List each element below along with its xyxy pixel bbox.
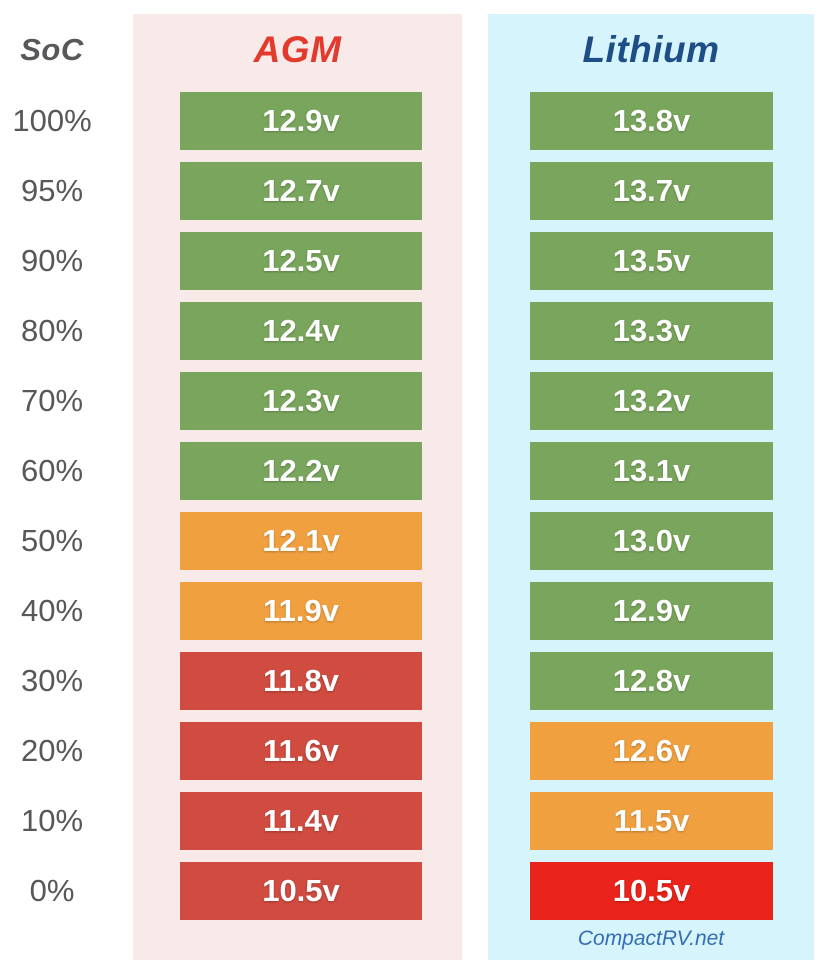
agm-column-header: AGM (253, 29, 342, 70)
soc-row-label: 30% (20, 663, 84, 698)
lithium-voltage-cell: 12.9v (530, 582, 773, 640)
soc-row-80: 80% 12.4v 13.3v (0, 302, 830, 360)
lithium-voltage-cell: 13.8v (530, 92, 773, 150)
lithium-voltage-cell: 13.5v (530, 232, 773, 290)
soc-row-50: 50% 12.1v 13.0v (0, 512, 830, 570)
agm-voltage-cell: 12.9v (180, 92, 422, 150)
agm-voltage-cell: 12.7v (180, 162, 422, 220)
lithium-voltage-cell: 13.3v (530, 302, 773, 360)
soc-row-90: 90% 12.5v 13.5v (0, 232, 830, 290)
agm-voltage-cell: 12.4v (180, 302, 422, 360)
lithium-column-header: Lithium (582, 29, 720, 70)
agm-voltage-cell: 12.2v (180, 442, 422, 500)
soc-row-label: 20% (20, 733, 84, 768)
lithium-voltage-cell: 12.8v (530, 652, 773, 710)
lithium-voltage-cell: 13.0v (530, 512, 773, 570)
soc-row-60: 60% 12.2v 13.1v (0, 442, 830, 500)
agm-voltage-cell: 12.1v (180, 512, 422, 570)
agm-voltage-cell: 11.9v (180, 582, 422, 640)
lithium-voltage-cell: 13.2v (530, 372, 773, 430)
soc-row-100: 100% 12.9v 13.8v (0, 92, 830, 150)
soc-row-label: 80% (20, 313, 84, 348)
agm-voltage-cell: 11.6v (180, 722, 422, 780)
agm-voltage-cell: 12.5v (180, 232, 422, 290)
soc-row-label: 10% (20, 803, 84, 838)
soc-column-header: SoC (20, 32, 84, 67)
credit-text: CompactRV.net (577, 927, 725, 950)
soc-row-20: 20% 11.6v 12.6v (0, 722, 830, 780)
agm-voltage-cell: 11.4v (180, 792, 422, 850)
soc-row-label: 90% (20, 243, 84, 278)
soc-row-label: 70% (20, 383, 84, 418)
lithium-voltage-cell: 12.6v (530, 722, 773, 780)
soc-row-40: 40% 11.9v 12.9v (0, 582, 830, 640)
lithium-voltage-cell: 13.1v (530, 442, 773, 500)
agm-voltage-cell: 12.3v (180, 372, 422, 430)
soc-row-label: 0% (29, 873, 75, 908)
soc-row-70: 70% 12.3v 13.2v (0, 372, 830, 430)
soc-row-label: 50% (20, 523, 84, 558)
soc-row-95: 95% 12.7v 13.7v (0, 162, 830, 220)
soc-row-10: 10% 11.4v 11.5v (0, 792, 830, 850)
soc-row-label: 100% (12, 103, 92, 138)
lithium-voltage-cell: 11.5v (530, 792, 773, 850)
lithium-voltage-cell: 10.5v (530, 862, 773, 920)
soc-row-label: 95% (20, 173, 84, 208)
soc-row-30: 30% 11.8v 12.8v (0, 652, 830, 710)
soc-row-label: 40% (20, 593, 84, 628)
soc-row-label: 60% (20, 453, 84, 488)
agm-voltage-cell: 11.8v (180, 652, 422, 710)
agm-voltage-cell: 10.5v (180, 862, 422, 920)
soc-row-0: 0% 10.5v 10.5v (0, 862, 830, 920)
lithium-voltage-cell: 13.7v (530, 162, 773, 220)
